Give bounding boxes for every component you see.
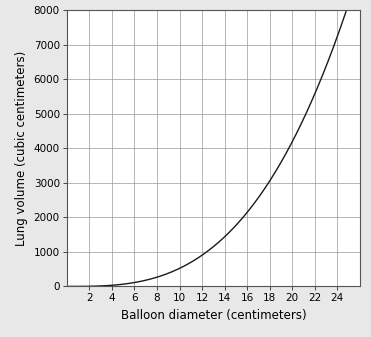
Y-axis label: Lung volume (cubic centimeters): Lung volume (cubic centimeters) (15, 51, 28, 246)
X-axis label: Balloon diameter (centimeters): Balloon diameter (centimeters) (121, 309, 306, 322)
